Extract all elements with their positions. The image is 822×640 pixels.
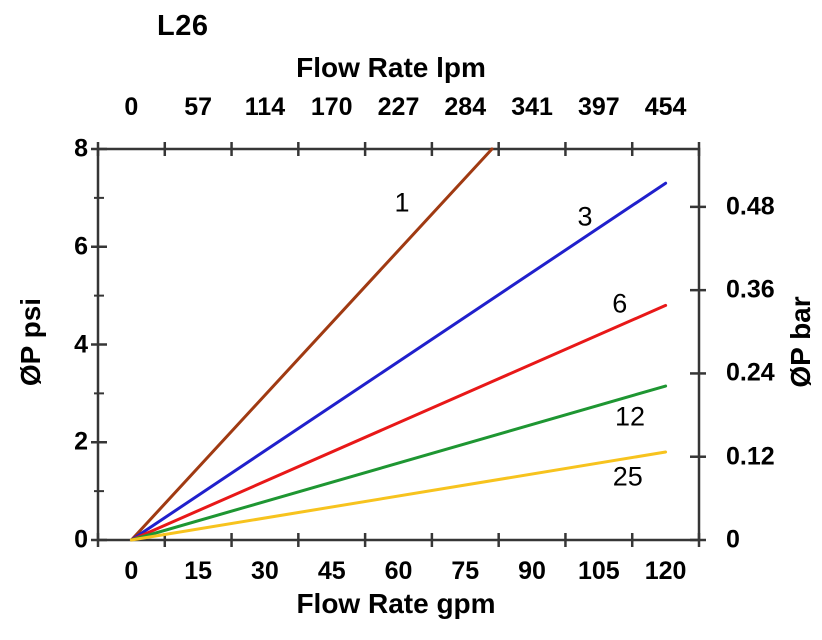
chart-title: L26 (157, 10, 209, 42)
series-line-1 (129, 147, 494, 542)
series-line-12 (129, 384, 668, 542)
top-tick-label: 284 (444, 93, 487, 121)
left-tick-label: 2 (74, 427, 88, 456)
curve-label-25: 25 (612, 461, 643, 492)
top-tick-label: 0 (124, 93, 139, 121)
bottom-tick-label: 30 (251, 557, 279, 585)
bottom-tick-label: 90 (518, 557, 546, 585)
bottom-tick-label: 60 (384, 557, 413, 585)
bottom-tick-label: 75 (451, 557, 480, 585)
right-tick-label: 0.36 (726, 275, 775, 304)
top-tick-label: 397 (577, 93, 620, 121)
bottom-tick-label: 45 (317, 557, 346, 585)
left-tick-label: 6 (74, 232, 88, 261)
top-tick-label: 170 (310, 93, 353, 121)
right-tick-label: 0.48 (726, 192, 775, 221)
left-tick-label: 4 (74, 330, 88, 358)
bottom-tick-label: 120 (644, 557, 687, 585)
series-line-3 (129, 181, 668, 542)
left-tick-label: 8 (74, 134, 88, 163)
top-tick-label: 341 (511, 93, 553, 121)
top-tick-label: 57 (184, 93, 213, 121)
curve-label-6: 6 (612, 288, 628, 319)
bottom-tick-label: 105 (577, 557, 620, 585)
top-tick-label: 454 (644, 93, 687, 121)
bottom-axis-title: Flow Rate gpm (296, 588, 496, 619)
series-line-6 (129, 303, 668, 542)
right-tick-label: 0 (726, 525, 740, 554)
top-axis-title: Flow Rate lpm (296, 52, 486, 83)
curve-label-1: 1 (394, 187, 410, 218)
right-tick-label: 0.12 (726, 442, 775, 471)
top-tick-label: 227 (377, 93, 420, 121)
left-tick-label: 0 (74, 525, 88, 554)
series-line-25 (129, 450, 668, 542)
right-tick-label: 0.24 (726, 358, 775, 387)
top-tick-label: 114 (244, 93, 286, 121)
bottom-tick-label: 0 (124, 557, 139, 585)
bottom-tick-label: 15 (184, 557, 213, 585)
curve-label-3: 3 (577, 201, 593, 232)
curve-label-12: 12 (614, 401, 646, 432)
